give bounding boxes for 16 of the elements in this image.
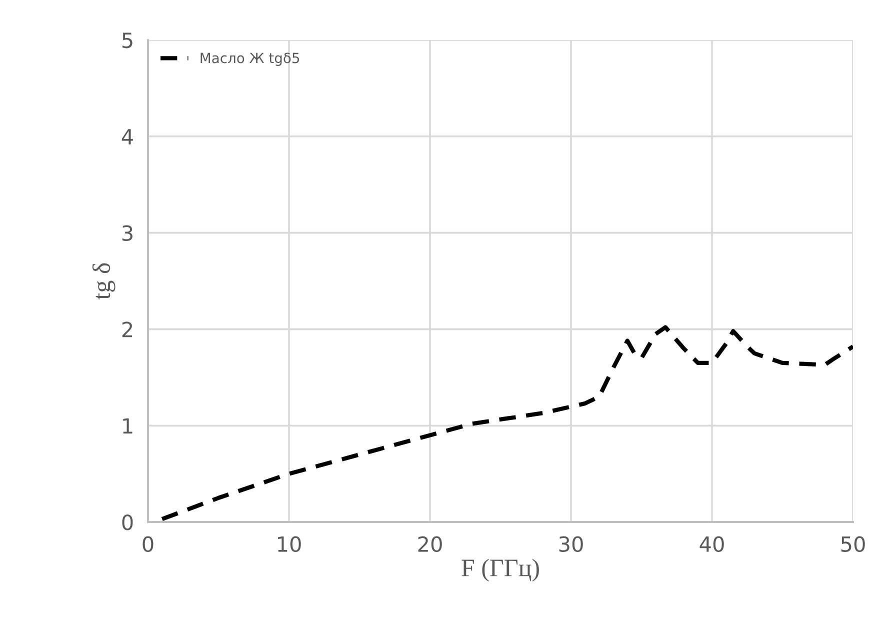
x-tick-label: 20 bbox=[418, 536, 442, 552]
y-tick-label: 0 bbox=[122, 514, 133, 530]
y-tick-label: 3 bbox=[122, 225, 132, 242]
y-tick-label: 4 bbox=[122, 129, 133, 144]
y-tick-label: 2 bbox=[122, 322, 132, 338]
line-series bbox=[160, 325, 853, 522]
x-tick-label: 30 bbox=[559, 536, 583, 552]
y-tick-label: 1 bbox=[123, 418, 132, 434]
x-tick-label: 40 bbox=[700, 536, 724, 552]
x-tick-label: 10 bbox=[278, 536, 301, 552]
x-axis-title: F (ГГц) bbox=[462, 558, 539, 582]
y-tick-label: 5 bbox=[122, 32, 132, 48]
x-tick-label: 0 bbox=[142, 536, 154, 552]
x-tick-label: 50 bbox=[841, 536, 865, 552]
y-axis-title: tg δ bbox=[92, 263, 116, 300]
legend-label: Масло Ж tgδ5 bbox=[200, 52, 300, 66]
